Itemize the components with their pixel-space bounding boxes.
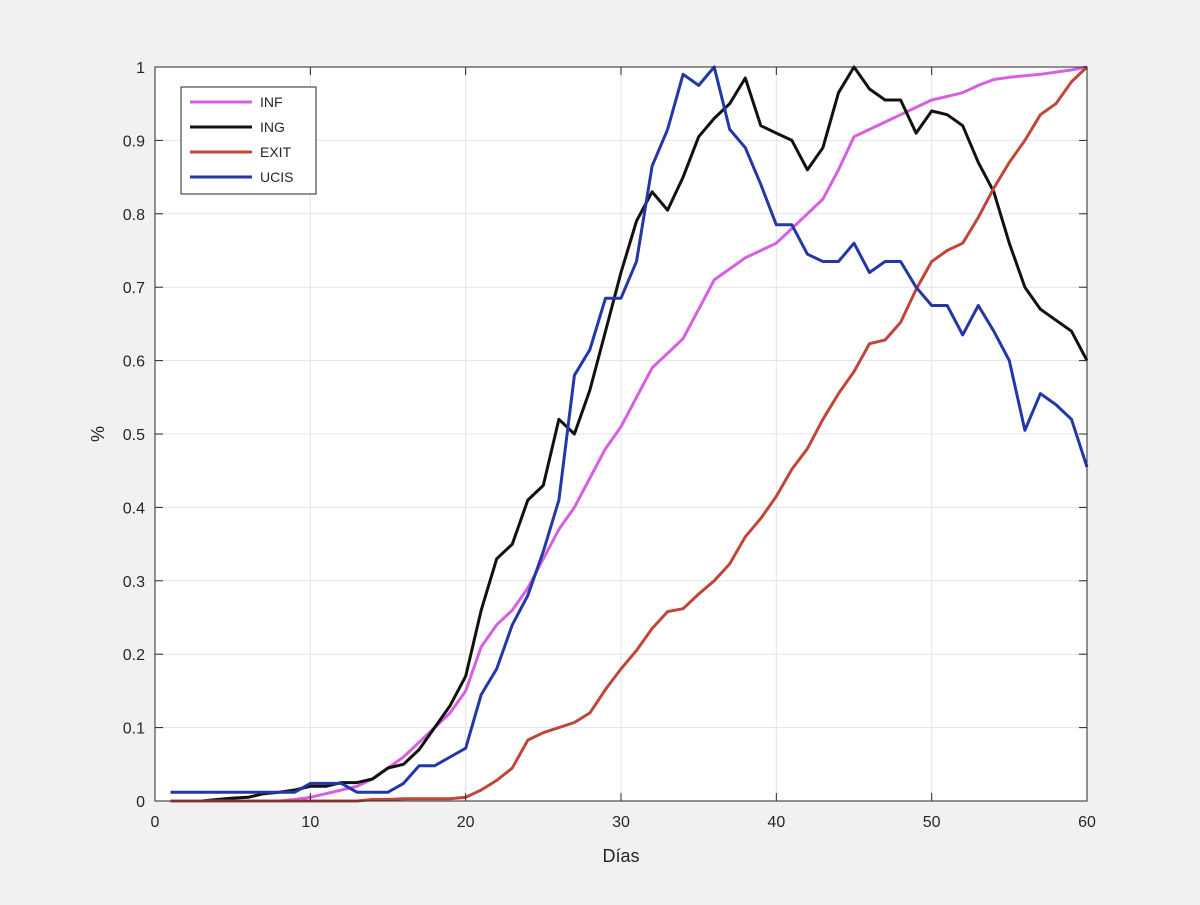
y-tick-label: 0.7 [123,280,145,297]
y-tick-label: 0.6 [123,354,145,371]
series-line-ucis [170,65,1089,794]
legend-label-ing: ING [260,119,285,135]
series-line-ing [170,65,1089,803]
x-tick-label: 40 [767,814,785,831]
legend-label-ucis: UCIS [260,169,293,185]
y-tick-label: 0.5 [123,427,145,444]
legend: INF ING EXIT UCIS [180,86,317,195]
axis-ticks: 0 10 20 30 40 50 60 0 0.1 0.2 0.3 0.4 0.5 0.6 0.7 0.8 0.… [123,60,1096,831]
series-line-inf [170,65,1088,803]
y-tick-label: 0.2 [123,647,145,664]
x-axis-title: Días [602,846,639,866]
y-tick-label: 0.3 [123,574,145,591]
y-axis-title: % [88,426,108,442]
y-tick-label: 1 [136,60,145,77]
y-tick-label: 0.4 [123,500,145,517]
y-tick-label: 0.8 [123,207,145,224]
x-tick-label: 10 [301,814,319,831]
legend-label-exit: EXIT [260,144,292,160]
y-tick-label: 0 [136,794,145,811]
x-tick-label: 60 [1078,814,1096,831]
x-tick-label: 30 [612,814,630,831]
y-tick-label: 0.1 [123,721,145,738]
x-tick-label: 0 [151,814,160,831]
y-tick-label: 0.9 [123,133,145,150]
legend-label-inf: INF [260,94,283,110]
x-tick-label: 20 [457,814,475,831]
x-tick-label: 50 [923,814,941,831]
